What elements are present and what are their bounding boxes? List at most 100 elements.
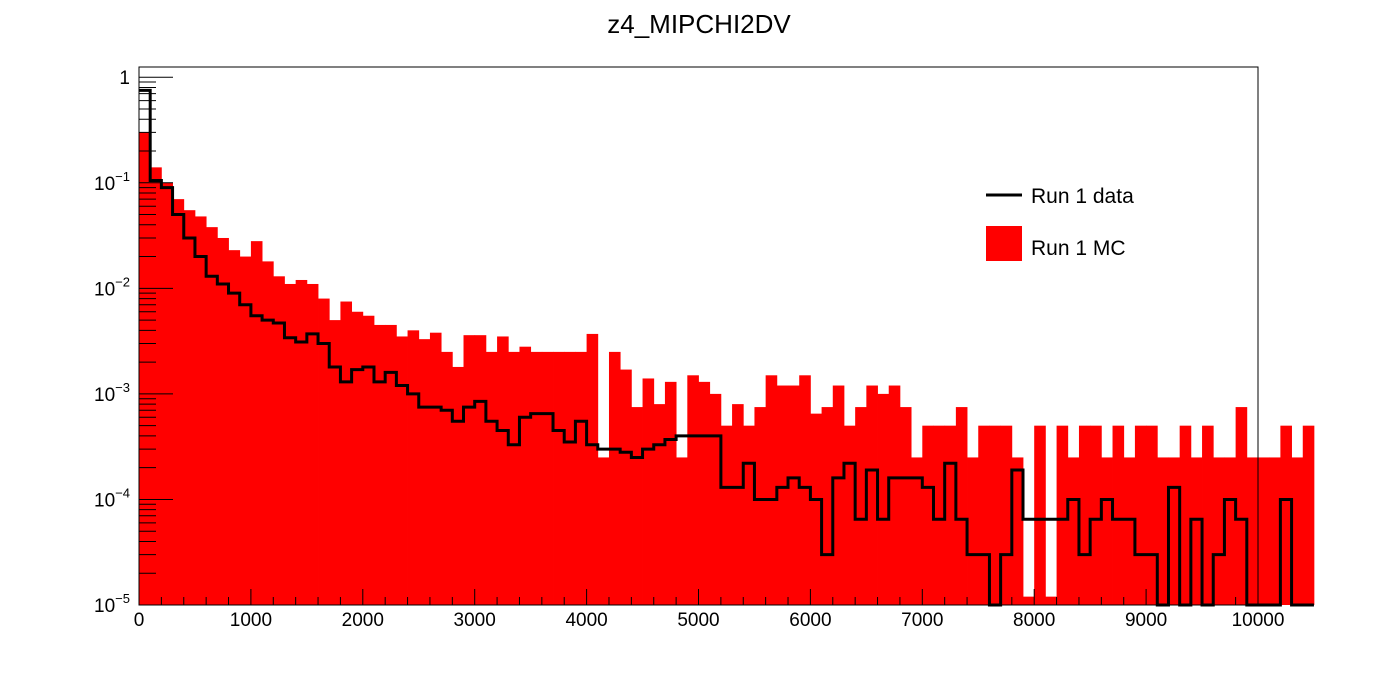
- mc-bar: [799, 375, 811, 605]
- mc-bar: [877, 393, 890, 605]
- mc-bar: [776, 385, 789, 605]
- mc-bar: [989, 425, 1002, 605]
- x-tick-label: 1000: [230, 610, 272, 631]
- mc-bar: [608, 351, 621, 605]
- y-tick-label: 10−1: [94, 169, 130, 195]
- mc-bar: [497, 336, 509, 605]
- mc-bar: [508, 351, 520, 605]
- x-tick-label: 7000: [901, 610, 943, 631]
- mc-bar: [295, 279, 308, 605]
- y-tick-label: 1: [119, 68, 130, 89]
- mc-bar: [306, 283, 319, 605]
- mc-bar: [597, 457, 610, 605]
- y-tick-labels: 1 10−1 10−2 10−3 10−4 10−5: [94, 68, 130, 617]
- mc-bar: [429, 332, 442, 605]
- mc-bar: [720, 425, 733, 605]
- mc-bar: [1269, 457, 1281, 605]
- mc-bar: [1023, 596, 1035, 605]
- x-tick-labels: 0 1000 2000 3000 4000 5000 6000 7000 8000 9000 100…: [134, 610, 1285, 631]
- mc-bar: [172, 199, 185, 605]
- mc-bar: [1112, 425, 1125, 605]
- mc-bar: [373, 324, 386, 605]
- mc-bar: [1101, 457, 1113, 605]
- mc-bar: [1213, 457, 1225, 605]
- mc-bar: [899, 407, 912, 605]
- mc-bar: [1034, 425, 1046, 605]
- mc-bar: [1235, 407, 1248, 605]
- mc-bar: [407, 330, 420, 605]
- mc-bar: [687, 375, 699, 605]
- mc-bar: [530, 351, 543, 605]
- mc-bar: [843, 425, 856, 605]
- mc-bar: [519, 346, 532, 605]
- mc-bar: [754, 407, 767, 605]
- mc-bar: [821, 407, 834, 605]
- mc-bar: [553, 351, 565, 605]
- x-tick-label: 5000: [677, 610, 719, 631]
- mc-bar: [1190, 457, 1203, 605]
- legend-label-mc: Run 1 MC: [1031, 237, 1126, 260]
- mc-bar: [329, 320, 341, 605]
- mc-bar: [620, 369, 632, 605]
- mc-bar: [1134, 425, 1147, 605]
- mc-bar: [1291, 457, 1304, 605]
- mc-bar: [485, 351, 498, 605]
- mc-bar: [150, 167, 162, 606]
- mc-bar: [1224, 457, 1237, 605]
- x-tick-label: 4000: [565, 610, 607, 631]
- mc-bar: [866, 385, 878, 605]
- mc-bar: [1078, 425, 1091, 605]
- mc-bar: [284, 283, 297, 605]
- mc-bar: [967, 457, 979, 605]
- legend: Run 1 data Run 1 MC: [986, 185, 1134, 261]
- mc-bar: [340, 301, 353, 605]
- mc-bar: [250, 241, 263, 605]
- mc-bar: [1179, 425, 1192, 605]
- mc-bar: [1302, 425, 1315, 605]
- x-tick-label: 9000: [1125, 610, 1167, 631]
- mc-bar: [217, 237, 229, 606]
- mc-bar: [888, 385, 901, 605]
- mc-bar: [1090, 425, 1102, 605]
- mc-bar: [933, 425, 946, 605]
- mc-bar: [1246, 457, 1259, 605]
- mc-bar: [1280, 425, 1292, 605]
- mc-bar: [575, 351, 587, 605]
- legend-swatch-mc: [986, 226, 1022, 261]
- mc-bar: [586, 333, 599, 605]
- mc-bar: [463, 335, 476, 605]
- x-tick-label: 8000: [1013, 610, 1055, 631]
- mc-bar: [855, 407, 867, 605]
- mc-bar: [978, 425, 990, 605]
- mc-bar: [664, 381, 677, 605]
- mc-bar: [944, 425, 957, 605]
- mc-bar: [642, 378, 655, 605]
- mc-bar: [1056, 425, 1069, 605]
- mc-bar: [922, 425, 934, 605]
- x-tick-label: 6000: [789, 610, 831, 631]
- mc-bar: [765, 375, 778, 605]
- mc-bar: [228, 250, 241, 605]
- mc-bar: [1000, 425, 1013, 605]
- mc-bar: [788, 385, 800, 605]
- mc-bar: [351, 311, 364, 605]
- mc-bar: [396, 336, 408, 605]
- mc-bar: [1157, 457, 1169, 605]
- mc-bar: [1202, 425, 1214, 605]
- mc-bar: [1011, 457, 1024, 605]
- axis-ticks: [138, 76, 1259, 606]
- mc-bar: [418, 339, 431, 605]
- y-tick-label: 10−2: [94, 274, 130, 300]
- legend-label-data: Run 1 data: [1031, 185, 1134, 208]
- mc-bar: [732, 404, 744, 605]
- x-tick-label: 2000: [342, 610, 384, 631]
- mc-bar: [653, 404, 666, 605]
- mc-bar: [810, 413, 822, 605]
- mc-bar: [1123, 457, 1136, 605]
- mc-bar: [541, 351, 554, 605]
- mc-bars: [139, 132, 1315, 606]
- mc-bar: [474, 335, 487, 605]
- y-tick-label: 10−4: [94, 485, 130, 511]
- mc-bar: [441, 351, 453, 605]
- mc-bar: [1045, 596, 1057, 605]
